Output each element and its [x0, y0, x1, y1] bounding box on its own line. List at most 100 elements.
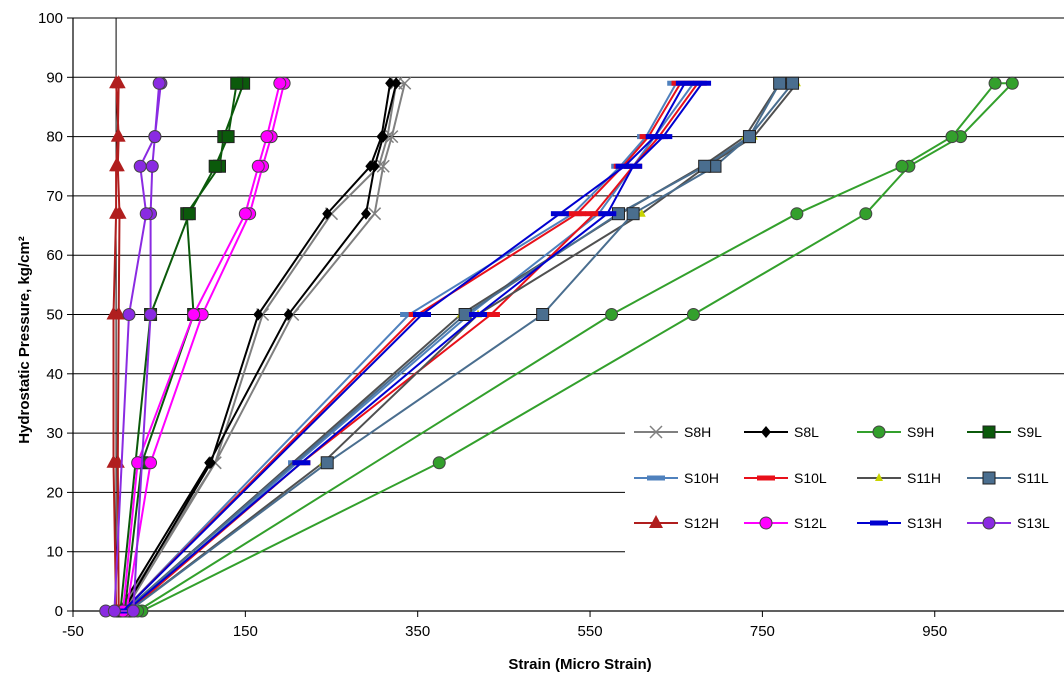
legend-label: S12L: [794, 515, 827, 531]
legend-label: S11L: [1017, 470, 1049, 486]
data-point: [1005, 76, 1019, 90]
data-point: [273, 76, 287, 90]
data-point: [109, 75, 124, 89]
legend-item-s9h: S9H: [857, 424, 934, 440]
legend-swatch-marker: [870, 520, 888, 526]
data-point: [585, 211, 604, 217]
data-point: [230, 76, 244, 90]
data-point: [360, 207, 371, 220]
data-point: [122, 308, 136, 321]
data-point: [790, 207, 804, 221]
x-tick-label: -50: [62, 623, 84, 640]
data-point: [786, 76, 800, 90]
legend: S8H S8L S9H S9L S10H S10L S11H S11L S12H S12L S13H…: [625, 415, 1064, 585]
x-tick-label: 750: [750, 623, 775, 640]
legend-swatch-marker: [649, 425, 663, 439]
data-point: [253, 308, 264, 321]
data-point: [292, 460, 311, 466]
series-s13l: [99, 76, 168, 618]
y-tick-label: 60: [46, 247, 63, 264]
y-tick-label: 30: [46, 425, 63, 442]
data-point: [550, 211, 569, 217]
legend-label: S11H: [907, 470, 941, 486]
x-axis-title: Strain (Micro Strain): [508, 656, 651, 673]
data-point: [742, 130, 756, 144]
data-point: [221, 130, 235, 144]
y-axis-title: Hydrostatic Pressure, kg/cm²: [16, 236, 33, 444]
series-s8h: [113, 76, 412, 618]
legend-swatch-marker: [649, 515, 663, 528]
data-point: [945, 130, 959, 144]
data-point: [637, 208, 646, 217]
y-tick-label: 0: [55, 603, 63, 620]
legend-swatch-marker: [759, 516, 773, 530]
data-point: [615, 163, 634, 169]
legend-item-s8h: S8H: [634, 424, 711, 440]
legend-label: S9H: [907, 424, 934, 440]
data-point: [469, 312, 488, 317]
data-point: [895, 159, 909, 173]
y-tick-label: 90: [46, 69, 63, 86]
data-point: [376, 159, 390, 173]
legend-label: S8L: [794, 424, 819, 440]
legend-item-s12h: S12H: [634, 515, 719, 531]
data-point: [131, 456, 145, 470]
legend-label: S13H: [907, 515, 942, 531]
data-point: [251, 159, 265, 173]
data-point: [368, 207, 382, 221]
series-s12l: [116, 76, 291, 618]
data-point: [182, 207, 196, 221]
series-group: [99, 75, 1019, 618]
data-point: [320, 456, 334, 470]
data-point: [208, 159, 222, 173]
data-point: [385, 130, 399, 144]
data-point: [605, 308, 619, 321]
data-point: [144, 308, 158, 321]
data-point: [568, 211, 587, 217]
legend-swatch-marker: [982, 471, 996, 485]
legend-label: S8H: [684, 424, 711, 440]
data-point: [322, 207, 333, 220]
legend-swatch-marker: [872, 425, 886, 439]
data-point: [148, 130, 162, 144]
x-tick-label: 150: [233, 623, 258, 640]
data-point: [698, 159, 712, 173]
data-point: [144, 456, 158, 470]
data-point: [110, 158, 125, 172]
y-tick-label: 50: [46, 307, 63, 324]
data-point: [598, 211, 617, 217]
series-s13h: [113, 80, 712, 614]
legend-swatch-marker: [982, 425, 996, 439]
legend-label: S10L: [794, 470, 827, 486]
data-point: [391, 77, 402, 90]
x-tick-label: 550: [578, 623, 603, 640]
data-point: [260, 130, 274, 144]
legend-swatch-marker: [757, 475, 775, 481]
data-point: [413, 312, 432, 317]
legend-item-s8l: S8L: [744, 424, 819, 440]
data-point: [693, 80, 712, 86]
y-tick-label: 80: [46, 129, 63, 146]
legend-item-s10l: S10L: [744, 470, 827, 486]
data-point: [365, 160, 376, 173]
legend-box: [625, 415, 1064, 585]
data-point: [139, 207, 153, 221]
data-point: [675, 80, 694, 86]
data-point: [385, 77, 396, 90]
series-s10l: [113, 80, 707, 614]
legend-swatch-marker: [875, 473, 883, 481]
y-tick-label: 10: [46, 544, 63, 561]
data-point: [126, 604, 140, 618]
data-point: [481, 312, 500, 317]
data-point: [187, 308, 201, 321]
legend-swatch-marker: [982, 516, 996, 530]
data-point: [111, 128, 126, 142]
legend-swatch-marker: [647, 475, 665, 481]
legend-swatch-marker: [761, 426, 771, 438]
series-line: [122, 82, 696, 612]
x-tick-label: 950: [922, 623, 947, 640]
legend-item-s13h: S13H: [857, 515, 942, 531]
y-tick-label: 100: [38, 10, 63, 27]
legend-label: S10H: [684, 470, 719, 486]
